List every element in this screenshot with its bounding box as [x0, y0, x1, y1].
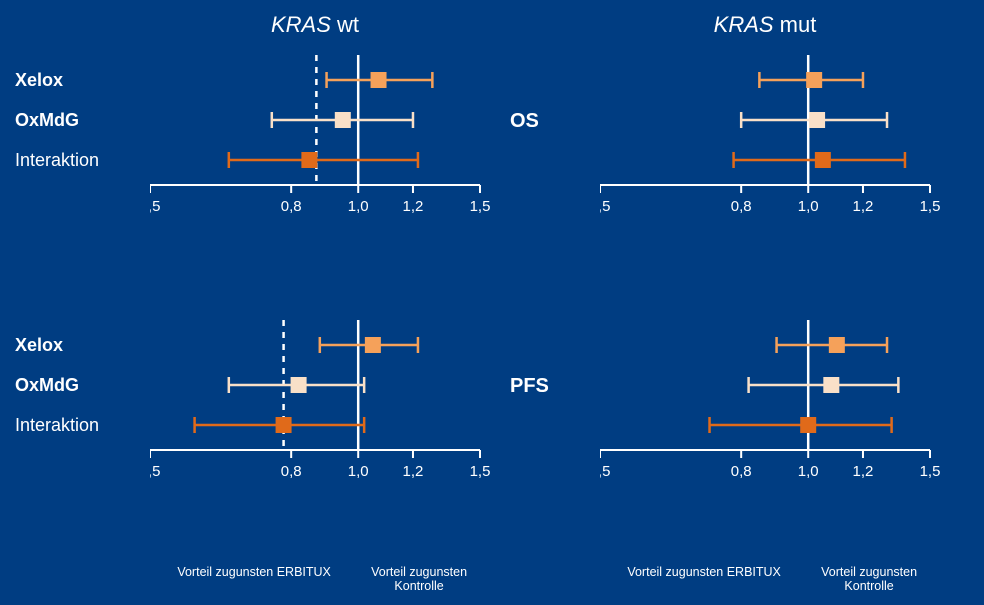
svg-text:1,5: 1,5 — [920, 463, 941, 480]
svg-text:0,8: 0,8 — [731, 198, 752, 215]
svg-text:0,5: 0,5 — [600, 198, 610, 215]
svg-text:1,0: 1,0 — [348, 198, 369, 215]
forest-panel: 0,5 0,8 1,0 1,2 1,5 — [600, 320, 970, 490]
col-title-1: KRAS mut — [600, 12, 930, 38]
row-label: OxMdG — [15, 375, 135, 396]
svg-text:1,2: 1,2 — [853, 463, 874, 480]
row-label: Interaktion — [15, 150, 135, 171]
footer-right: Vorteil zugunsten Kontrolle — [808, 565, 930, 593]
svg-text:1,2: 1,2 — [853, 198, 874, 215]
row-label: Xelox — [15, 70, 135, 91]
svg-text:0,5: 0,5 — [150, 463, 160, 480]
svg-text:1,5: 1,5 — [470, 198, 491, 215]
svg-text:1,2: 1,2 — [403, 198, 424, 215]
svg-text:1,5: 1,5 — [470, 463, 491, 480]
svg-text:0,5: 0,5 — [150, 198, 160, 215]
forest-panel: 0,5 0,8 1,0 1,2 1,5 — [150, 55, 520, 225]
forest-plot-grid: KRAS wt KRAS mut OSPFSXeloxOxMdGInterakt… — [0, 0, 984, 605]
row-label: Interaktion — [15, 415, 135, 436]
svg-text:0,5: 0,5 — [600, 463, 610, 480]
forest-panel: 0,5 0,8 1,0 1,2 1,5 — [150, 320, 520, 490]
svg-text:1,2: 1,2 — [403, 463, 424, 480]
forest-panel: 0,5 0,8 1,0 1,2 1,5 — [600, 55, 970, 225]
svg-text:1,0: 1,0 — [798, 463, 819, 480]
footer-left: Vorteil zugunsten ERBITUX — [600, 565, 808, 579]
svg-text:0,8: 0,8 — [731, 463, 752, 480]
footer-right: Vorteil zugunsten Kontrolle — [358, 565, 480, 593]
svg-text:1,0: 1,0 — [348, 463, 369, 480]
row-label: OxMdG — [15, 110, 135, 131]
svg-text:0,8: 0,8 — [281, 463, 302, 480]
svg-text:0,8: 0,8 — [281, 198, 302, 215]
svg-text:1,0: 1,0 — [798, 198, 819, 215]
row-label: Xelox — [15, 335, 135, 356]
footer-left: Vorteil zugunsten ERBITUX — [150, 565, 358, 579]
svg-text:1,5: 1,5 — [920, 198, 941, 215]
col-title-0: KRAS wt — [150, 12, 480, 38]
